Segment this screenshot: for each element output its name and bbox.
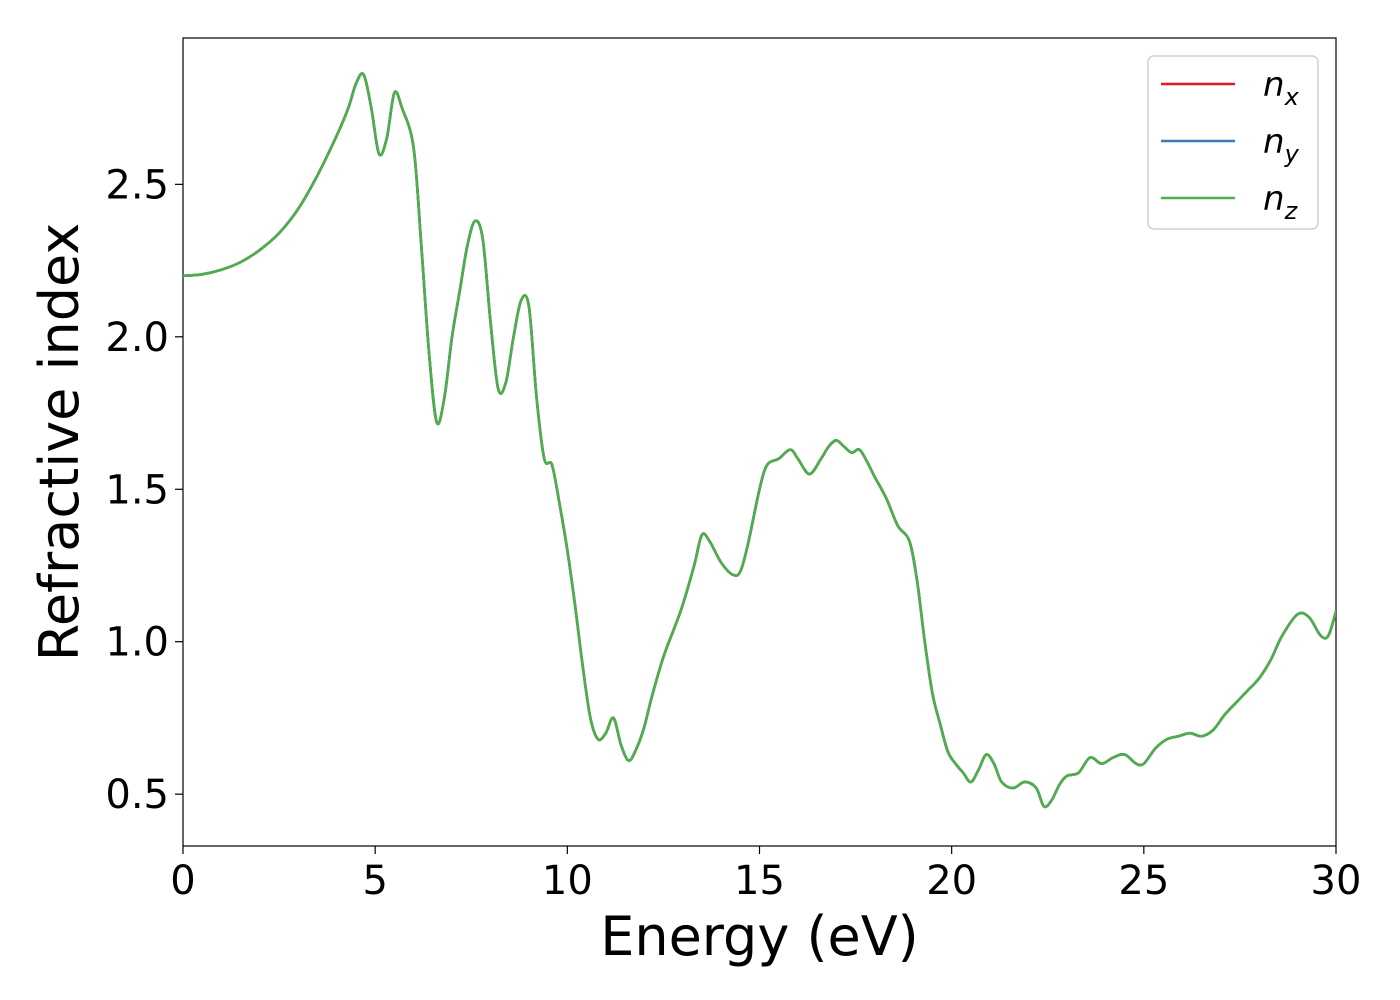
x-tick-label: 5	[362, 858, 387, 904]
y-axis: 0.5 1.0 1.5 2.0 2.5	[105, 162, 183, 818]
legend-label-y: ny	[1263, 122, 1300, 168]
y-tick-label: 2.5	[105, 162, 169, 208]
legend-entries: nx ny nz	[1161, 65, 1300, 225]
x-tick-label: 15	[734, 858, 785, 904]
y-tick-label: 0.5	[105, 772, 169, 818]
legend-label-x: nx	[1263, 65, 1300, 111]
x-tick-label: 0	[170, 858, 195, 904]
legend-box	[1147, 55, 1319, 230]
x-tick-label: 20	[926, 858, 977, 904]
legend-label-z: nz	[1263, 179, 1299, 225]
y-tick-label: 2.0	[105, 315, 169, 361]
x-tick-label: 10	[542, 858, 593, 904]
y-tick-label: 1.0	[105, 620, 169, 666]
y-tick-label: 1.5	[105, 467, 169, 513]
x-tick-label: 25	[1118, 858, 1169, 904]
series-line-z	[183, 72, 1336, 809]
x-tick-label: 30	[1311, 858, 1362, 904]
x-axis: 0 5 10 15 20 25 30	[170, 846, 1361, 904]
legend: nx ny nz	[1147, 55, 1319, 230]
x-axis-label: Energy (eV)	[600, 905, 919, 968]
series-layer	[183, 72, 1336, 809]
y-axis-label: Refractive index	[28, 223, 91, 662]
